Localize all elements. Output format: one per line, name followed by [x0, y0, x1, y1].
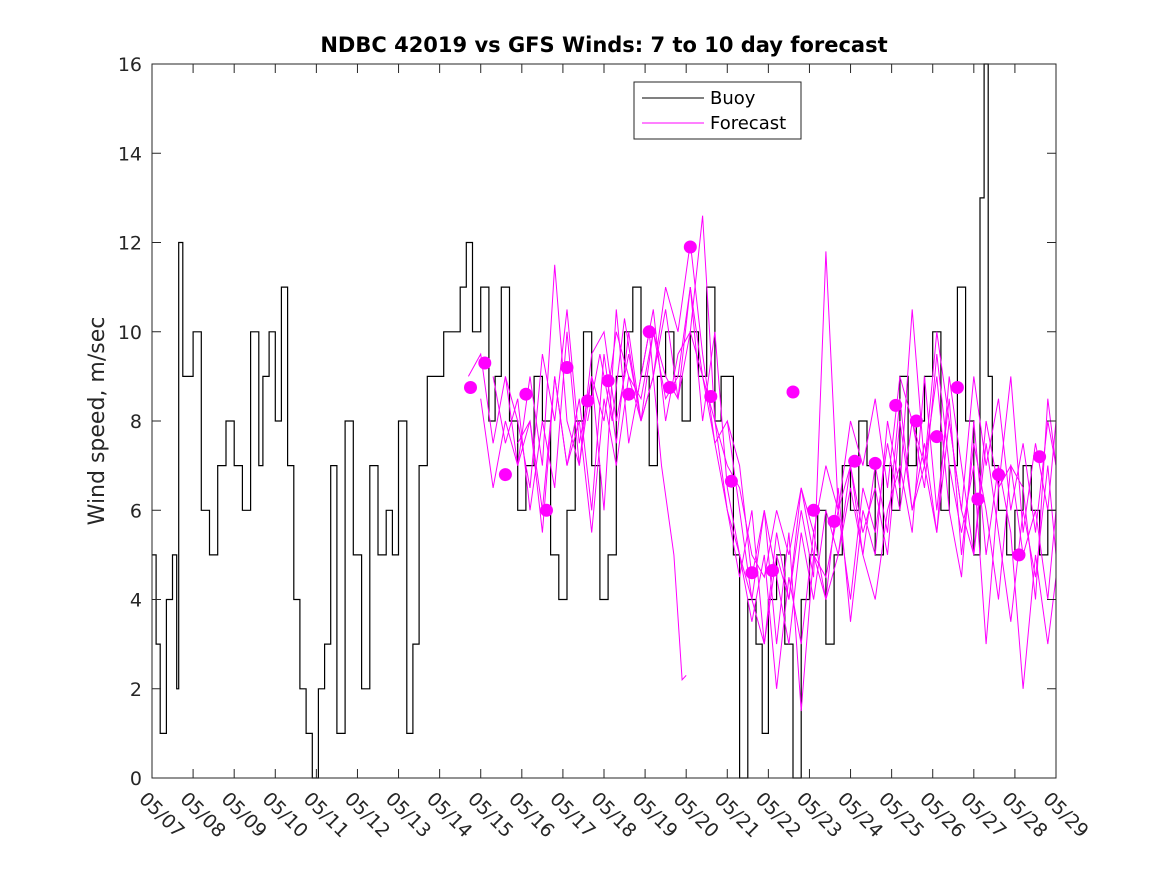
forecast-point [930, 430, 944, 444]
y-tick-label: 14 [118, 143, 142, 165]
y-tick-label: 4 [130, 590, 142, 612]
forecast-point [807, 503, 821, 517]
forecast-point [704, 390, 718, 403]
forecast-point [1012, 548, 1026, 562]
y-tick-label: 2 [130, 679, 142, 701]
forecast-line-5 [517, 287, 1057, 645]
forecast-point [663, 381, 677, 394]
forecast-point [464, 381, 477, 394]
forecast-point [581, 394, 595, 408]
forecast-point [766, 564, 779, 577]
forecast-point [1033, 450, 1047, 464]
forecast-point [683, 240, 697, 254]
forecast-series [467, 215, 1057, 712]
buoy-series [152, 63, 1056, 779]
legend-forecast-label: Forecast [710, 113, 786, 134]
chart-title: NDBC 42019 vs GFS Winds: 7 to 10 day for… [320, 33, 887, 57]
legend: Buoy Forecast [633, 81, 802, 140]
legend-buoy-label: Buoy [710, 88, 756, 109]
forecast-point [868, 456, 882, 470]
legend-box [633, 81, 802, 140]
forecast-point [971, 492, 985, 506]
y-axis-label: Wind speed, m/sec [85, 317, 110, 526]
y-axis-ticks: 0 2 4 6 8 10 12 14 16 [118, 54, 1056, 790]
buoy-line [152, 63, 1056, 779]
forecast-point [540, 503, 553, 517]
forecast-point [745, 566, 759, 580]
forecast-line-6 [587, 318, 687, 681]
forecast-point [724, 474, 738, 488]
forecast-point [786, 385, 800, 399]
forecast-point [848, 454, 862, 468]
forecast-point [909, 414, 923, 428]
y-tick-label: 0 [130, 768, 142, 790]
forecast-point [622, 387, 636, 401]
forecast-points [464, 240, 1047, 580]
forecast-point [560, 361, 574, 374]
forecast-point [950, 381, 964, 394]
y-tick-label: 6 [130, 500, 142, 522]
forecast-point [478, 356, 492, 370]
forecast-line-7 [726, 309, 1057, 712]
forecast-point [601, 374, 615, 388]
forecast-point [519, 387, 533, 401]
forecast-line-2 [480, 242, 1057, 645]
y-tick-label: 16 [118, 54, 142, 76]
y-tick-label: 12 [118, 233, 142, 255]
y-tick-label: 8 [130, 411, 142, 433]
forecast-point [827, 514, 841, 528]
forecast-point [498, 468, 512, 482]
forecast-point [889, 398, 903, 412]
forecast-point [992, 468, 1005, 482]
forecast-point [642, 325, 656, 339]
y-tick-label: 10 [118, 322, 142, 344]
